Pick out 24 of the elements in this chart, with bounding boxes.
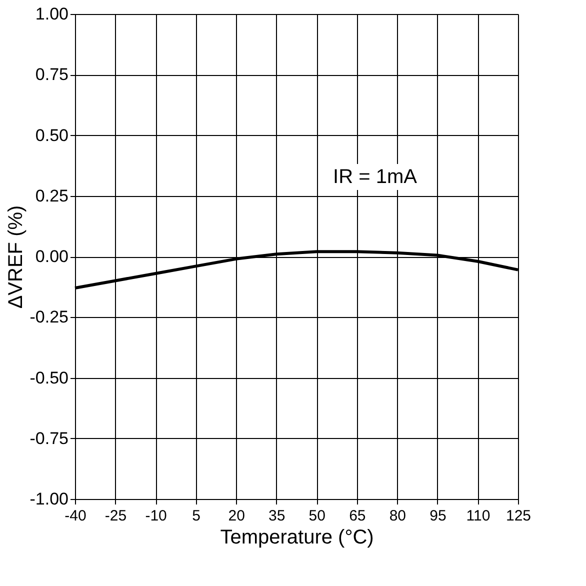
y-tick-label: -1.00	[30, 490, 68, 508]
x-tick-label: 20	[228, 508, 245, 524]
y-tick-label: 0.75	[35, 65, 68, 84]
y-tick-label: 0.50	[35, 126, 68, 145]
x-tick-label: 65	[349, 508, 366, 524]
x-tick-label: 125	[506, 508, 532, 524]
y-tick-label: -0.75	[30, 428, 68, 448]
x-tick-label: -40	[64, 508, 86, 524]
y-tick-label: 0.25	[35, 186, 68, 206]
x-tick-label: -10	[145, 508, 167, 524]
y-tick-label: -0.50	[30, 368, 68, 388]
y-tick-label: 0.00	[35, 247, 68, 266]
x-tick-label: 95	[430, 508, 446, 524]
y-axis-title: ΔVREF (%)	[4, 205, 27, 309]
x-axis-title: Temperature (°C)	[220, 526, 374, 548]
x-tick-label: 110	[466, 508, 490, 524]
x-tick-label: 80	[389, 508, 406, 524]
y-tick-label: 1.00	[35, 4, 68, 24]
x-tick-label: 5	[192, 508, 200, 524]
x-tick-label: 35	[268, 508, 286, 524]
y-tick-label: -0.25	[30, 308, 68, 327]
x-tick-label: -25	[104, 508, 127, 524]
x-tick-label: 50	[308, 508, 326, 524]
annotation: IR = 1mA	[333, 166, 418, 188]
